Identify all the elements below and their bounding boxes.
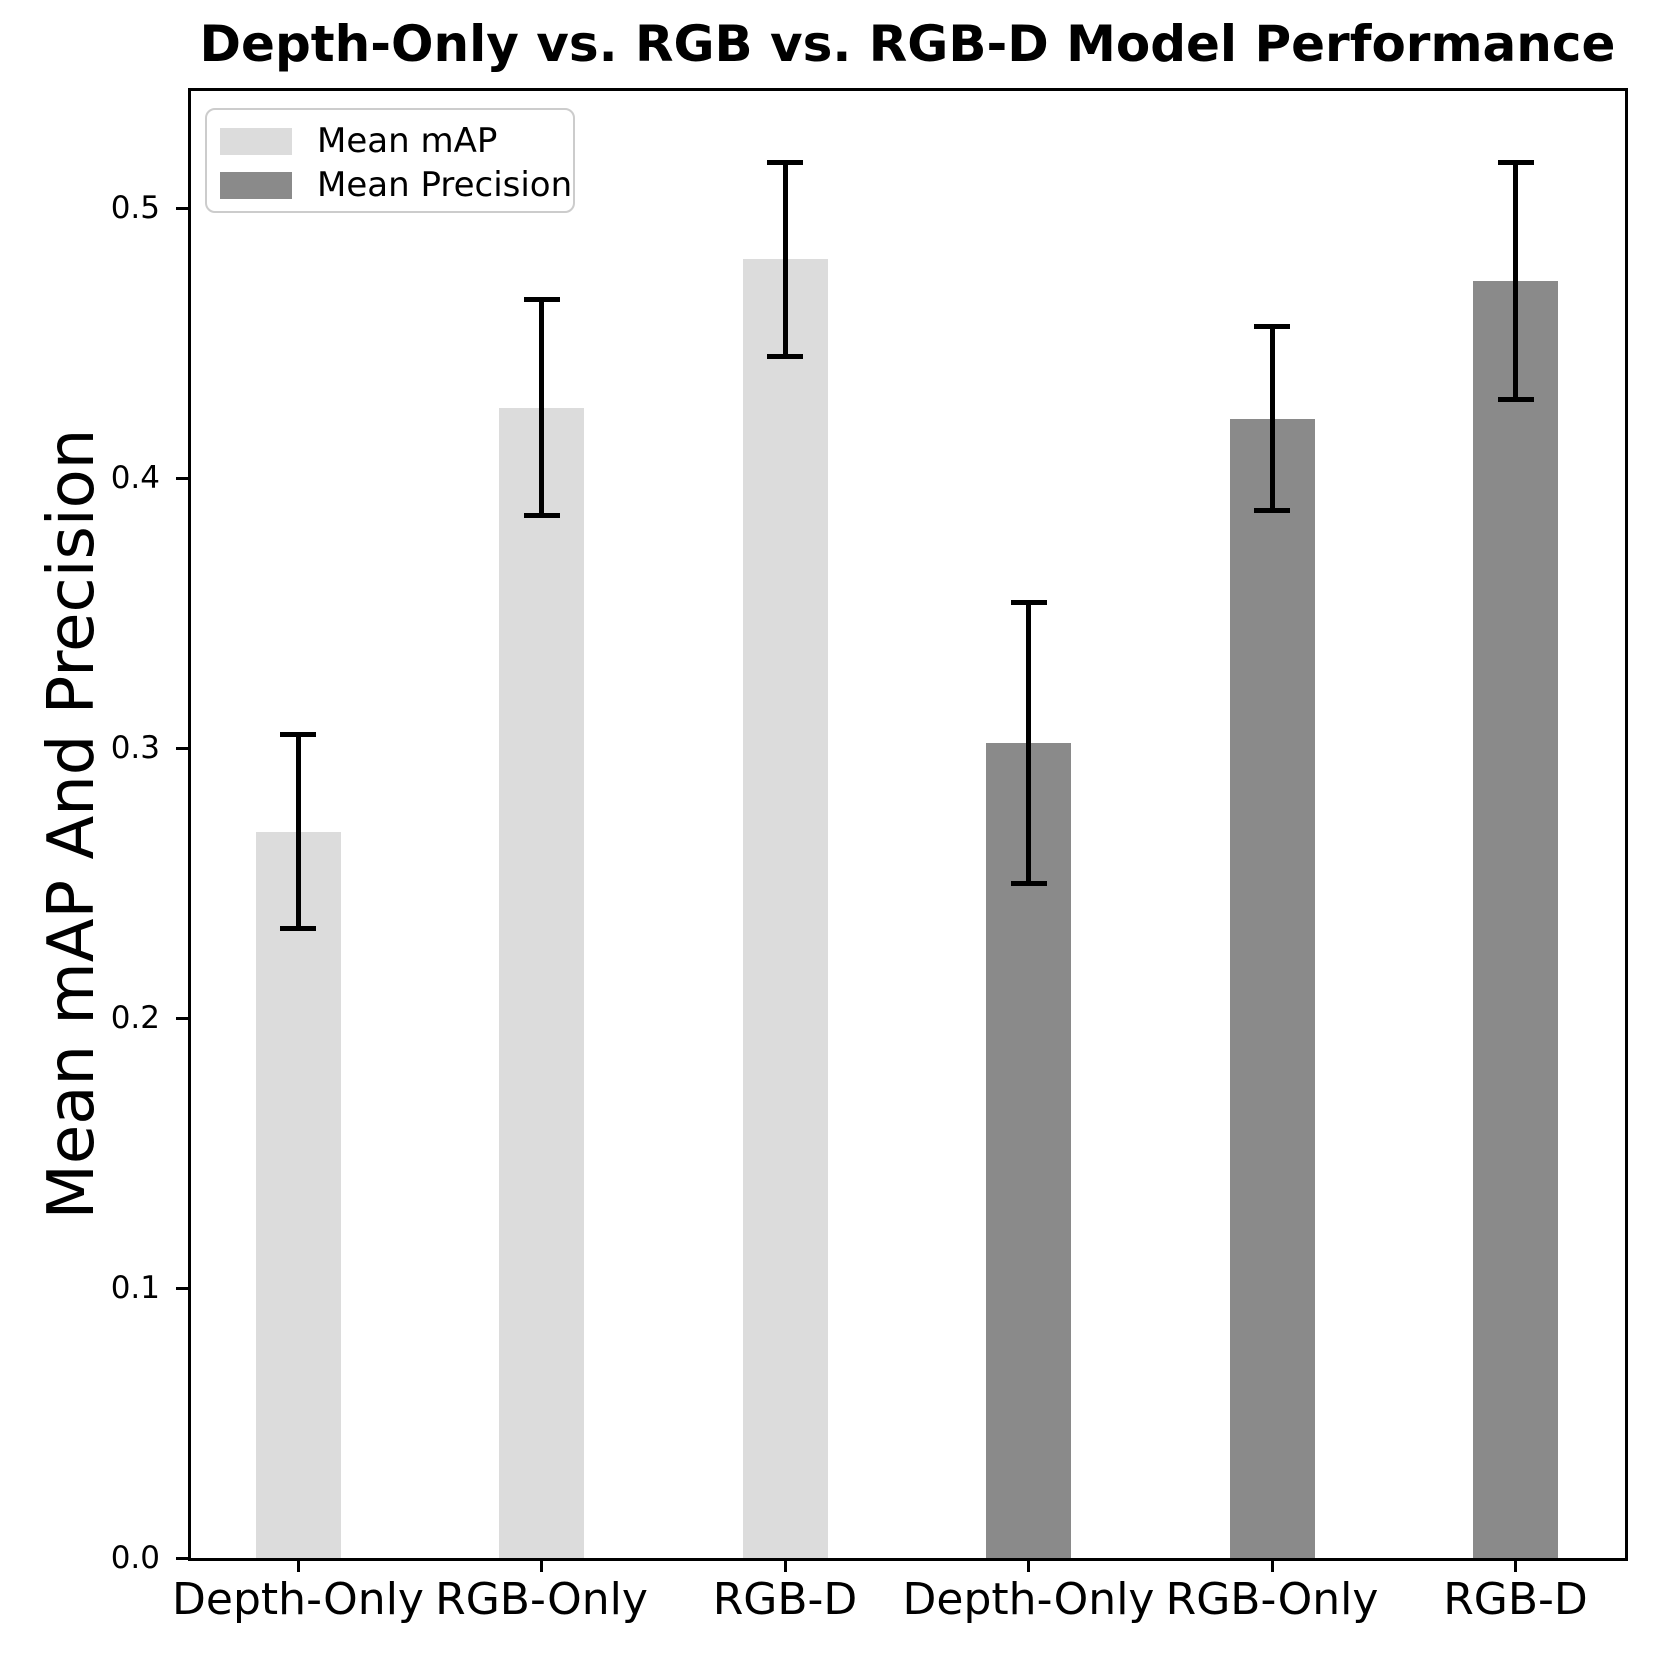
- plot-box: [188, 88, 1628, 1561]
- bar: [255, 831, 341, 1558]
- x-tick-mark: [1514, 1558, 1517, 1572]
- x-tick-label: RGB-D: [712, 1574, 858, 1625]
- y-axis-label: Mean mAP And Precision: [35, 428, 109, 1220]
- error-bar-line: [1026, 602, 1031, 883]
- x-tick-mark: [296, 1558, 300, 1572]
- error-bar-line: [539, 299, 544, 516]
- x-tick-mark: [1027, 1558, 1030, 1572]
- legend-item-mean-precision: Mean Precision: [220, 163, 573, 207]
- error-bar-cap: [280, 926, 316, 932]
- error-bar-cap: [1254, 324, 1290, 330]
- y-tick-label: 0.5: [110, 190, 160, 226]
- x-tick-label: RGB-D: [1443, 1574, 1588, 1625]
- legend-swatch-mean-map: [220, 127, 292, 155]
- error-bar-cap: [1497, 397, 1534, 403]
- bar: [1473, 280, 1558, 1558]
- x-tick-label: RGB-Only: [435, 1574, 648, 1625]
- y-tick-label: 0.1: [110, 1270, 160, 1306]
- y-tick-label: 0.0: [110, 1540, 160, 1576]
- error-bar-cap: [1010, 599, 1047, 605]
- y-tick-mark: [176, 746, 190, 750]
- error-bar-cap: [1254, 507, 1290, 513]
- y-tick-mark: [176, 476, 190, 480]
- error-bar-cap: [523, 513, 560, 519]
- y-tick-label: 0.3: [110, 730, 160, 766]
- legend: Mean mAP Mean Precision: [205, 108, 575, 213]
- x-tick-mark: [783, 1558, 787, 1572]
- error-bar-cap: [767, 159, 803, 165]
- chart-title: Depth-Only vs. RGB vs. RGB-D Model Perfo…: [199, 15, 1616, 73]
- legend-item-mean-map: Mean mAP: [220, 119, 573, 163]
- x-tick-mark: [540, 1558, 543, 1572]
- y-tick-label: 0.2: [110, 1000, 160, 1036]
- y-tick-mark: [176, 1556, 190, 1560]
- legend-label-mean-map: Mean mAP: [317, 121, 498, 161]
- error-bar-cap: [1010, 880, 1047, 886]
- y-tick-mark: [176, 1286, 190, 1290]
- y-tick-mark: [176, 1016, 190, 1020]
- legend-swatch-mean-precision: [220, 171, 292, 199]
- bar: [1229, 418, 1315, 1558]
- error-bar-cap: [523, 297, 560, 303]
- x-tick-label: Depth-Only: [172, 1574, 424, 1625]
- error-bar-cap: [767, 354, 803, 359]
- error-bar-line: [1269, 326, 1275, 511]
- y-tick-label: 0.4: [110, 460, 160, 496]
- bar: [499, 407, 584, 1558]
- y-tick-mark: [176, 206, 190, 210]
- x-tick-label: Depth-Only: [902, 1574, 1155, 1625]
- error-bar-line: [295, 734, 301, 929]
- bar: [742, 259, 828, 1558]
- error-bar-cap: [280, 732, 316, 737]
- error-bar-line: [1513, 162, 1518, 400]
- error-bar-line: [782, 162, 788, 357]
- error-bar-cap: [1497, 159, 1534, 165]
- legend-label-mean-precision: Mean Precision: [317, 165, 573, 205]
- x-tick-mark: [1270, 1558, 1274, 1572]
- x-tick-label: RGB-Only: [1165, 1574, 1379, 1625]
